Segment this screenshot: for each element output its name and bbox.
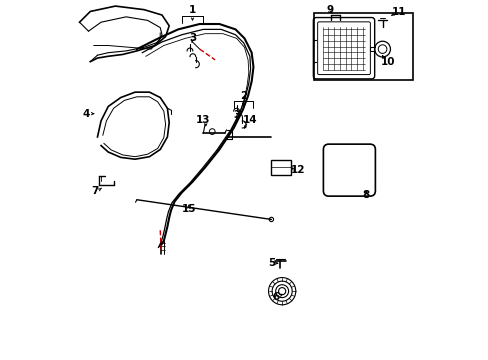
- Text: 4: 4: [82, 109, 89, 119]
- Text: 2: 2: [239, 91, 246, 101]
- Text: 9: 9: [325, 5, 333, 15]
- Text: 5: 5: [267, 258, 274, 268]
- Text: 13: 13: [196, 116, 210, 126]
- Text: 7: 7: [91, 186, 98, 196]
- Bar: [271, 160, 290, 175]
- Text: 12: 12: [290, 165, 304, 175]
- Text: 8: 8: [362, 190, 369, 200]
- Text: 10: 10: [380, 57, 394, 67]
- Text: 6: 6: [272, 292, 279, 302]
- Bar: [314, 13, 412, 80]
- Text: 3: 3: [188, 33, 196, 43]
- Text: 1: 1: [188, 5, 196, 15]
- Text: 15: 15: [182, 204, 196, 215]
- Text: 11: 11: [391, 7, 405, 17]
- Text: 3: 3: [233, 111, 241, 121]
- Text: 14: 14: [242, 116, 257, 126]
